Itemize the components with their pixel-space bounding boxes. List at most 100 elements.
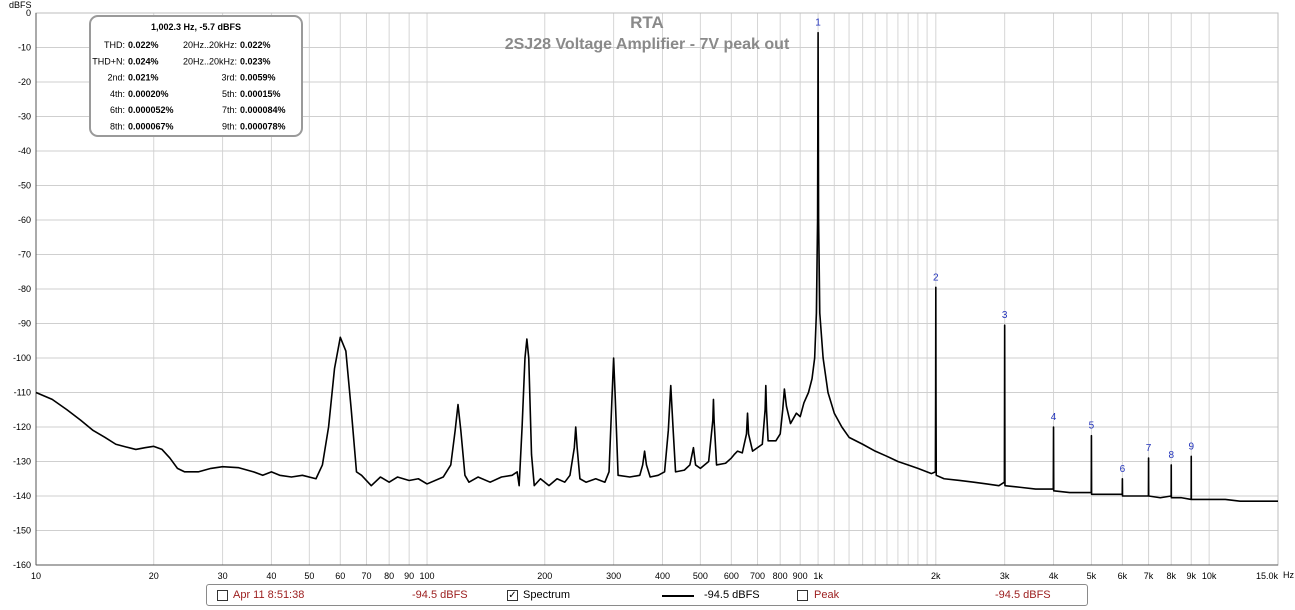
x-tick-label: 8k xyxy=(1166,571,1176,581)
harmonic-label: 9 xyxy=(1188,441,1194,452)
check-icon: ✓ xyxy=(508,590,517,601)
info-value: 0.024% xyxy=(128,56,159,66)
info-label: 9th: xyxy=(222,122,237,132)
info-label: THD: xyxy=(104,40,125,50)
info-label: 4th: xyxy=(110,89,125,99)
harmonic-label: 5 xyxy=(1089,421,1095,432)
x-tick-label: 200 xyxy=(537,571,552,581)
info-label: 5th: xyxy=(222,89,237,99)
y-tick-label: -70 xyxy=(18,250,31,260)
legend-peak-value: -94.5 dBFS xyxy=(995,589,1051,601)
x-tick-label: 400 xyxy=(655,571,670,581)
info-label: THD+N: xyxy=(92,56,125,66)
info-label: 6th: xyxy=(110,105,125,115)
x-tick-label: 4k xyxy=(1049,571,1059,581)
x-tick-label: 20 xyxy=(149,571,159,581)
y-tick-label: -130 xyxy=(13,457,31,467)
rta-chart: RTA 2SJ28 Voltage Amplifier - 7V peak ou… xyxy=(9,0,1294,581)
x-tick-label: 70 xyxy=(361,571,371,581)
chart-subtitle: 2SJ28 Voltage Amplifier - 7V peak out xyxy=(505,36,790,53)
harmonic-label: 6 xyxy=(1120,464,1126,475)
legend-spectrum-label: Spectrum xyxy=(523,589,571,601)
x-tick-label: 600 xyxy=(724,571,739,581)
x-tick-label: 800 xyxy=(773,571,788,581)
y-tick-label: -50 xyxy=(18,181,31,191)
info-header: 1,002.3 Hz, -5.7 dBFS xyxy=(151,22,241,32)
info-value: 0.00015% xyxy=(240,89,281,99)
legend-item1-label: Apr 11 8:51:38 xyxy=(233,589,305,601)
x-tick-label: 7k xyxy=(1144,571,1154,581)
info-label: 2nd: xyxy=(107,73,125,83)
spectrum-line xyxy=(35,31,1278,502)
harmonic-label: 3 xyxy=(1002,310,1008,321)
legend-spectrum-value: -94.5 dBFS xyxy=(704,589,760,601)
y-tick-label: -150 xyxy=(13,526,31,536)
y-tick-label: -120 xyxy=(13,422,31,432)
x-tick-label: 1k xyxy=(813,571,823,581)
harmonic-label: 1 xyxy=(815,18,821,29)
info-box xyxy=(89,15,303,137)
info-value: 0.000084% xyxy=(240,105,286,115)
x-tick-label: 60 xyxy=(335,571,345,581)
info-value: 0.000078% xyxy=(240,122,286,132)
x-tick-label: 700 xyxy=(750,571,765,581)
x-tick-label: 900 xyxy=(793,571,808,581)
legend-peak-label: Peak xyxy=(814,589,840,601)
y-axis-label: dBFS xyxy=(9,0,32,10)
legend-peak-checkbox[interactable] xyxy=(797,590,808,601)
legend-bar: Apr 11 8:51:38 -94.5 dBFS ✓ Spectrum -94… xyxy=(206,584,1088,606)
y-tick-label: -90 xyxy=(18,319,31,329)
info-label: 20Hz..20kHz: xyxy=(183,40,237,50)
y-tick-label: -30 xyxy=(18,112,31,122)
y-tick-label: 0 xyxy=(26,8,31,18)
x-tick-label: 5k xyxy=(1087,571,1097,581)
x-tick-label: 300 xyxy=(606,571,621,581)
harmonic-label: 8 xyxy=(1168,450,1174,461)
info-value: 0.00020% xyxy=(128,89,169,99)
y-tick-label: -40 xyxy=(18,146,31,156)
info-value: 0.021% xyxy=(128,73,159,83)
rta-chart-svg: RTA 2SJ28 Voltage Amplifier - 7V peak ou… xyxy=(9,0,1294,581)
info-value: 0.022% xyxy=(240,40,271,50)
info-label: 8th: xyxy=(110,122,125,132)
y-tick-label: -100 xyxy=(13,353,31,363)
y-tick-label: -160 xyxy=(13,560,31,570)
legend-spectrum-checkbox[interactable]: ✓ xyxy=(507,590,518,601)
y-tick-label: -20 xyxy=(18,77,31,87)
info-label: 3rd: xyxy=(221,73,237,83)
x-tick-label: 15.0k xyxy=(1256,571,1279,581)
harmonic-label: 4 xyxy=(1051,412,1057,423)
y-tick-label: -10 xyxy=(18,43,31,53)
x-tick-label: 6k xyxy=(1118,571,1128,581)
info-value: 0.0059% xyxy=(240,73,276,83)
y-tick-label: -80 xyxy=(18,284,31,294)
x-tick-label: 90 xyxy=(404,571,414,581)
x-tick-label: 2k xyxy=(931,571,941,581)
legend-item1-value: -94.5 dBFS xyxy=(412,589,468,601)
chart-title: RTA xyxy=(630,13,664,32)
x-tick-label: 80 xyxy=(384,571,394,581)
x-tick-label: 3k xyxy=(1000,571,1010,581)
legend-item1-checkbox[interactable] xyxy=(217,590,228,601)
info-value: 0.023% xyxy=(240,56,271,66)
x-tick-label: 100 xyxy=(420,571,435,581)
x-tick-label: 9k xyxy=(1186,571,1196,581)
harmonic-label: 7 xyxy=(1146,443,1152,454)
x-tick-label: 30 xyxy=(218,571,228,581)
info-value: 0.000052% xyxy=(128,105,174,115)
x-tick-label: 50 xyxy=(304,571,314,581)
y-tick-label: -110 xyxy=(14,388,31,398)
legend-spectrum-line-icon xyxy=(662,595,694,597)
x-tick-label: 40 xyxy=(266,571,276,581)
info-value: 0.000067% xyxy=(128,122,174,132)
info-label: 20Hz..20kHz: xyxy=(183,56,237,66)
x-tick-label: 500 xyxy=(693,571,708,581)
info-value: 0.022% xyxy=(128,40,159,50)
x-tick-label: 10k xyxy=(1202,571,1217,581)
info-label: 7th: xyxy=(222,105,237,115)
y-tick-label: -140 xyxy=(13,491,31,501)
harmonic-label: 2 xyxy=(933,272,939,283)
x-tick-label: 10 xyxy=(31,571,41,581)
y-tick-label: -60 xyxy=(18,215,31,225)
x-axis-unit: Hz xyxy=(1283,570,1294,580)
